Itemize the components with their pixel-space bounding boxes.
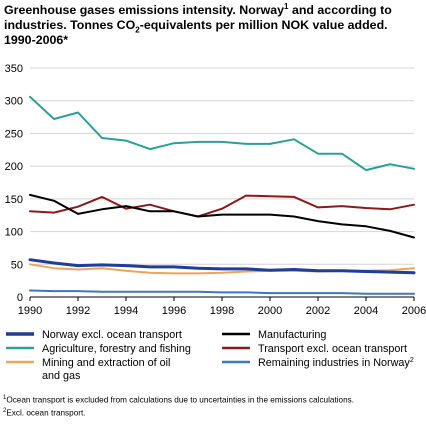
y-tick-label: 350 xyxy=(5,63,23,75)
series-line-3 xyxy=(29,194,415,218)
series-line-2 xyxy=(29,95,415,172)
y-tick-label: 300 xyxy=(5,96,23,108)
legend-label: Norway excl. ocean transport xyxy=(42,329,182,341)
series-line-5 xyxy=(29,289,415,295)
chart-title: Greenhouse gases emissions intensity. No… xyxy=(4,1,392,47)
y-tick-label: 200 xyxy=(5,161,23,173)
series-lines xyxy=(28,95,416,295)
y-tick-label: 0 xyxy=(17,292,23,304)
y-axis-ticks: 0 50 100 150 200 250 300 350 xyxy=(5,63,23,304)
x-tick-label: 1996 xyxy=(162,305,186,317)
legend: Norway excl. ocean transport Manufacturin… xyxy=(6,329,414,382)
x-tick-label: 2002 xyxy=(306,305,330,317)
y-tick-label: 50 xyxy=(11,259,23,271)
y-tick-label: 150 xyxy=(5,194,23,206)
x-tick-label: 1990 xyxy=(18,305,42,317)
footnote-2: 2Excl. ocean transport. xyxy=(3,407,86,418)
x-tick-label: 1998 xyxy=(210,305,234,317)
x-tick-label: 2004 xyxy=(354,305,378,317)
x-axis-ticks: 1990 1992 1994 1996 1998 2000 2002 2004 2006 xyxy=(18,297,426,317)
x-tick-label: 1994 xyxy=(114,305,138,317)
footnote-1: 1Ocean transport is excluded from calcul… xyxy=(3,395,355,405)
legend-label: Mining and extraction of oil and gas xyxy=(42,357,170,382)
x-tick-label: 2006 xyxy=(402,305,426,317)
x-tick-label: 1992 xyxy=(66,305,90,317)
y-tick-label: 100 xyxy=(5,227,23,239)
legend-label: Manufacturing xyxy=(258,329,326,341)
gridlines xyxy=(30,67,414,298)
series-line-1 xyxy=(29,193,415,239)
x-tick-label: 2000 xyxy=(258,305,282,317)
y-tick-label: 250 xyxy=(5,128,23,140)
legend-label: Transport excl. ocean transport xyxy=(258,343,407,355)
series-line-0 xyxy=(28,258,416,275)
legend-label: Agriculture, forestry and fishing xyxy=(42,343,191,355)
footnotes: 1Ocean transport is excluded from calcul… xyxy=(3,393,423,418)
legend-label: Remaining industries in Norway2 xyxy=(258,357,414,369)
